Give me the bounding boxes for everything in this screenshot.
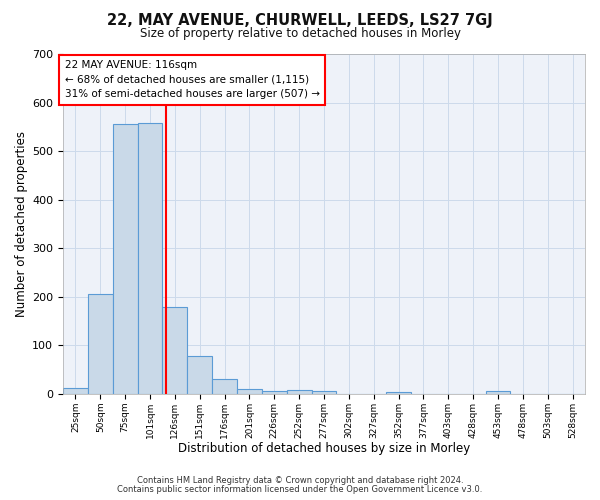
- Text: Contains HM Land Registry data © Crown copyright and database right 2024.: Contains HM Land Registry data © Crown c…: [137, 476, 463, 485]
- Bar: [163, 308, 187, 394]
- Bar: [212, 380, 237, 394]
- Bar: [187, 356, 212, 394]
- Bar: [311, 392, 337, 394]
- Text: Size of property relative to detached houses in Morley: Size of property relative to detached ho…: [139, 28, 461, 40]
- Bar: [237, 389, 262, 394]
- Text: 22 MAY AVENUE: 116sqm
← 68% of detached houses are smaller (1,115)
31% of semi-d: 22 MAY AVENUE: 116sqm ← 68% of detached …: [65, 60, 320, 100]
- Bar: [137, 123, 163, 394]
- X-axis label: Distribution of detached houses by size in Morley: Distribution of detached houses by size …: [178, 442, 470, 455]
- Y-axis label: Number of detached properties: Number of detached properties: [15, 131, 28, 317]
- Bar: [485, 392, 511, 394]
- Bar: [386, 392, 411, 394]
- Bar: [262, 392, 287, 394]
- Text: 22, MAY AVENUE, CHURWELL, LEEDS, LS27 7GJ: 22, MAY AVENUE, CHURWELL, LEEDS, LS27 7G…: [107, 12, 493, 28]
- Bar: [88, 294, 113, 394]
- Bar: [113, 124, 137, 394]
- Bar: [287, 390, 311, 394]
- Bar: [63, 388, 88, 394]
- Text: Contains public sector information licensed under the Open Government Licence v3: Contains public sector information licen…: [118, 485, 482, 494]
